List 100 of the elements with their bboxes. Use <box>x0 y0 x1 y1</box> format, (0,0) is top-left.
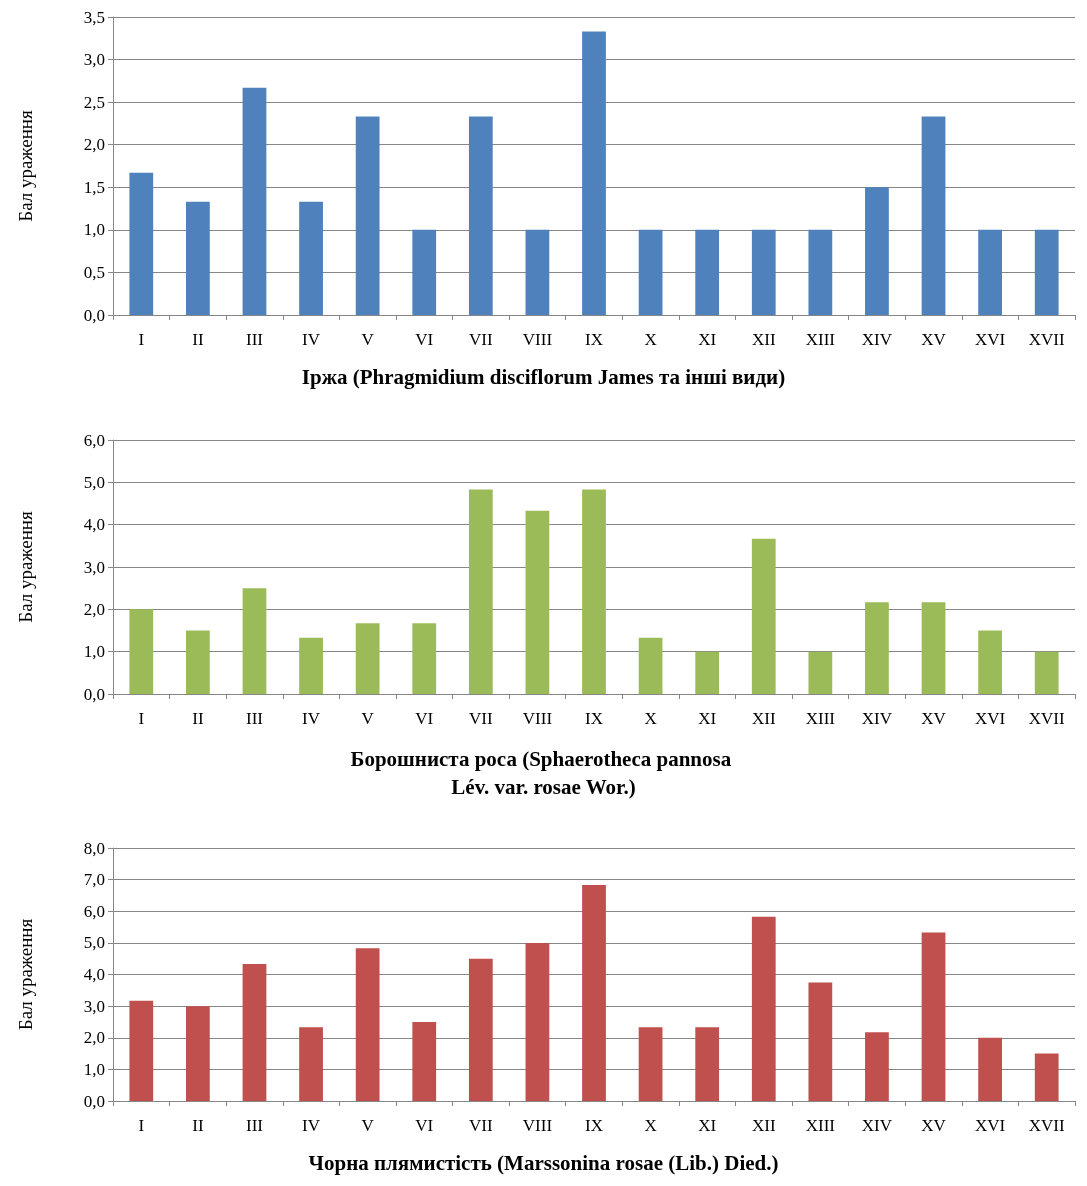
bar <box>865 602 889 694</box>
y-axis-title: Бал ураження <box>15 109 36 222</box>
x-tick-label: XV <box>921 709 947 728</box>
bar <box>242 87 267 315</box>
bar <box>299 637 323 694</box>
bar <box>242 588 267 694</box>
bar <box>865 1032 889 1101</box>
bar <box>468 489 493 694</box>
bar <box>751 538 776 694</box>
bar <box>412 229 437 315</box>
x-tick-label: VI <box>415 330 434 349</box>
bar <box>129 609 154 694</box>
bar <box>638 637 663 694</box>
y-tick-label: 1,0 <box>83 1059 105 1079</box>
bar <box>865 187 889 315</box>
bar <box>695 1027 720 1101</box>
y-axis-title: Бал ураження <box>15 918 36 1031</box>
bar <box>695 229 720 315</box>
x-tick-label: IX <box>585 709 603 728</box>
bar <box>751 916 776 1101</box>
y-tick-label: 5,0 <box>83 933 105 953</box>
x-tick-label: XII <box>751 330 776 349</box>
x-tick-label: XIV <box>861 330 893 349</box>
bar <box>1034 229 1059 315</box>
bar <box>525 229 550 315</box>
y-tick-label: 5,0 <box>83 472 105 492</box>
bar <box>468 958 493 1101</box>
bar <box>355 948 380 1101</box>
x-tick-label: XI <box>698 709 717 728</box>
x-tick-label: XIV <box>861 1116 893 1135</box>
y-tick-label: 6,0 <box>83 430 105 450</box>
y-tick-label: 1,0 <box>83 220 105 240</box>
x-tick-label: V <box>361 709 375 728</box>
bar <box>412 1021 437 1101</box>
bar <box>525 942 550 1101</box>
bar <box>921 116 946 315</box>
text: Чорна плямистість (Marssonina rosae (Lib.) Died.) <box>308 1151 779 1175</box>
y-tick-label: 3,5 <box>83 7 105 27</box>
x-tick-label: VIII <box>522 330 553 349</box>
bar <box>525 510 550 694</box>
y-tick-label: 2,0 <box>83 1028 105 1048</box>
x-tick-label: IX <box>585 330 603 349</box>
x-tick-label: XVII <box>1028 330 1065 349</box>
x-tick-label: V <box>361 330 375 349</box>
bar <box>751 229 776 315</box>
bar <box>355 623 380 694</box>
x-tick-label: XVII <box>1028 1116 1065 1135</box>
text: Іржа (Phragmidium disciflorum James та інші види) <box>301 365 786 389</box>
x-tick-label: XVII <box>1028 709 1065 728</box>
x-tick-label: XIII <box>805 709 836 728</box>
bar <box>978 229 1002 315</box>
bar <box>129 1000 154 1101</box>
y-tick-label: 3,0 <box>83 50 105 70</box>
bar <box>129 172 154 315</box>
x-tick-label: II <box>192 1116 204 1135</box>
bar <box>582 31 606 315</box>
bar <box>299 1027 323 1101</box>
x-tick-label: XII <box>751 1116 776 1135</box>
x-tick-label: IV <box>302 330 321 349</box>
y-tick-label: 3,0 <box>83 996 105 1016</box>
x-tick-label: XVI <box>975 330 1006 349</box>
bar <box>242 964 267 1101</box>
x-tick-label: X <box>644 1116 657 1135</box>
y-tick-label: 4,0 <box>83 965 105 984</box>
y-tick-label: 0,0 <box>83 1091 105 1111</box>
y-tick-label: 2,5 <box>83 92 105 112</box>
x-tick-label: XI <box>698 330 717 349</box>
bar <box>808 982 833 1101</box>
bar <box>299 201 323 315</box>
x-tick-label: XIV <box>861 709 893 728</box>
y-tick-label: 4,0 <box>83 515 105 535</box>
x-tick-label: IV <box>302 709 321 728</box>
x-tick-label: VIII <box>522 1116 553 1135</box>
bar <box>638 1027 663 1101</box>
y-tick-label: 0,0 <box>83 684 105 704</box>
bar <box>638 229 663 315</box>
y-tick-label: 2,0 <box>83 135 105 155</box>
x-tick-label: X <box>644 709 657 728</box>
x-tick-label: XIII <box>805 1116 836 1135</box>
y-tick-label: 7,0 <box>83 870 105 890</box>
x-tick-label: II <box>192 330 204 349</box>
y-tick-label: 8,0 <box>83 838 105 858</box>
bar <box>978 630 1002 694</box>
x-tick-label: VII <box>469 330 493 349</box>
x-tick-label: III <box>245 1116 264 1135</box>
x-tick-label: VII <box>469 709 493 728</box>
bar <box>695 651 720 694</box>
x-tick-label: II <box>192 709 204 728</box>
bar <box>1034 651 1059 694</box>
y-tick-label: 0,5 <box>83 262 105 282</box>
x-tick-label: VI <box>415 1116 434 1135</box>
x-tick-label: VIII <box>522 709 553 728</box>
x-tick-label: XVI <box>975 1116 1006 1135</box>
x-tick-label: III <box>245 709 264 728</box>
y-tick-label: 6,0 <box>83 901 105 921</box>
bar <box>978 1037 1002 1101</box>
bar <box>582 885 606 1101</box>
x-tick-label: IX <box>585 1116 603 1135</box>
bar <box>921 932 946 1101</box>
bar <box>186 1006 210 1101</box>
